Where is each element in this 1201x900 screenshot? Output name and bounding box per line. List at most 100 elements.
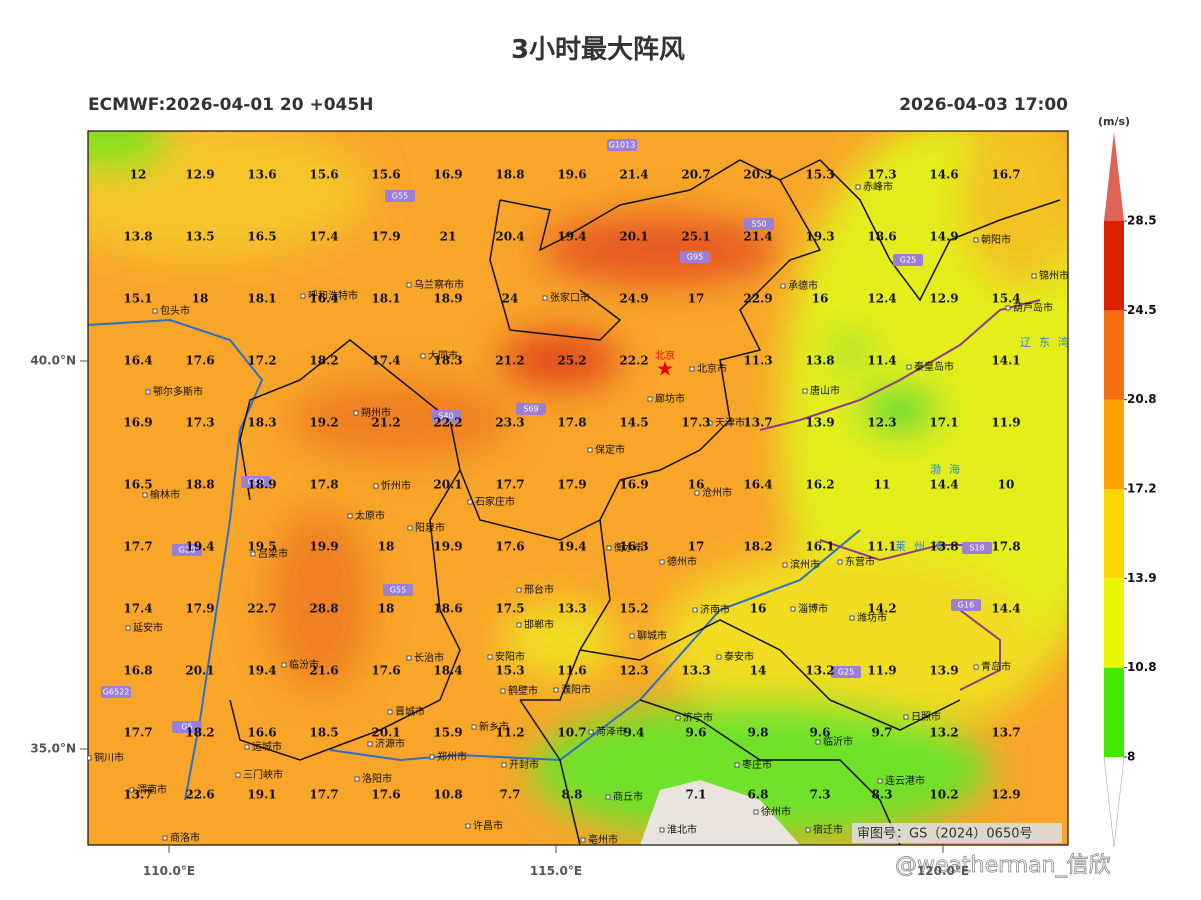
- wind-value: 11.6: [557, 664, 586, 678]
- city-label: 葫芦岛市: [1013, 301, 1053, 314]
- city-marker: [471, 724, 477, 730]
- road-shield: [172, 721, 202, 733]
- road-shield: [680, 251, 710, 263]
- city-marker: [373, 483, 379, 489]
- wind-value: 22.6: [185, 788, 214, 802]
- wind-value: 16.9: [619, 478, 648, 492]
- road-label: G55: [392, 192, 408, 201]
- wind-value: 18.2: [743, 540, 772, 554]
- wind-value: 20.1: [185, 664, 214, 678]
- wind-value: 24.9: [619, 292, 648, 306]
- wind-value: 17.9: [185, 602, 214, 616]
- wind-value: 7.7: [500, 788, 521, 802]
- city-marker: [707, 420, 713, 426]
- city-marker: [606, 545, 612, 551]
- wind-value: 18.5: [309, 726, 338, 740]
- city-label: 朔州市: [361, 406, 391, 419]
- city-marker: [281, 662, 287, 668]
- wind-value: 16.8: [123, 664, 152, 678]
- city-marker: [367, 741, 373, 747]
- city-label: 运城市: [252, 740, 282, 753]
- city-marker: [973, 664, 979, 670]
- city-label: 鄂尔多斯市: [153, 385, 203, 398]
- city-marker: [516, 587, 522, 593]
- city-label: 石家庄市: [475, 495, 515, 508]
- valid-time: 2026-04-03 17:00: [899, 95, 1068, 115]
- road-shield: [516, 403, 546, 415]
- wind-value: 19.9: [433, 540, 462, 554]
- lat-tick-label: 40.0°N: [30, 354, 76, 368]
- city-marker: [790, 606, 796, 612]
- road-label: G5: [181, 723, 192, 732]
- wind-value: 20.7: [681, 168, 710, 182]
- wind-value: 12.9: [185, 168, 214, 182]
- road-label: G20: [179, 546, 195, 555]
- city-label: 张家口市: [550, 291, 590, 304]
- city-label: 唐山市: [810, 384, 840, 397]
- wind-value: 17.7: [495, 478, 524, 492]
- city-marker: [235, 772, 241, 778]
- wind-value: 10: [998, 478, 1015, 492]
- wind-value: 11: [874, 478, 891, 492]
- wind-value: 18.3: [433, 354, 462, 368]
- city-label: 吕梁市: [258, 547, 288, 560]
- city-marker: [692, 607, 698, 613]
- city-label: 聊城市: [637, 629, 667, 642]
- wind-value: 12.9: [991, 788, 1020, 802]
- stamp: 审图号：GS（2024）0650号: [857, 827, 1033, 842]
- wind-value: 18.4: [433, 664, 462, 678]
- city-marker: [780, 283, 786, 289]
- wind-value: 16.2: [805, 478, 834, 492]
- wind-value: 24: [502, 292, 519, 306]
- city-marker: [877, 778, 883, 784]
- wind-value: 17.6: [371, 664, 400, 678]
- city-marker: [162, 835, 168, 841]
- wind-value: 18.1: [371, 292, 400, 306]
- map-frame: [87, 130, 1069, 846]
- colorbar-unit: (m/s): [1098, 115, 1130, 128]
- city-label: 许昌市: [473, 819, 503, 832]
- road-label: G59: [248, 478, 264, 487]
- wind-value: 11.2: [495, 726, 524, 740]
- city-label: 沧州市: [702, 486, 732, 499]
- wind-value: 22.9: [743, 292, 772, 306]
- road-label: G55: [390, 586, 406, 595]
- wind-value: 12.3: [619, 664, 648, 678]
- wind-value: 19.5: [247, 540, 276, 554]
- city-marker: [387, 709, 393, 715]
- wind-value: 25.2: [557, 354, 586, 368]
- city-label: 东营市: [845, 555, 875, 568]
- city-marker: [906, 364, 912, 370]
- city-label: 朝阳市: [981, 233, 1011, 246]
- city-marker: [659, 559, 665, 565]
- road-label: S50: [751, 220, 766, 229]
- city-marker: [250, 551, 256, 557]
- wind-value: 22.2: [433, 416, 462, 430]
- wind-value: 18.6: [433, 602, 462, 616]
- wind-value: 17: [688, 292, 705, 306]
- wind-value: 16: [688, 478, 705, 492]
- city-label: 铜川市: [94, 751, 124, 764]
- city-marker: [734, 762, 740, 768]
- wind-value: 11.4: [867, 354, 896, 368]
- wind-value: 19.3: [805, 230, 834, 244]
- wind-value: 20.1: [371, 726, 400, 740]
- city-marker: [500, 688, 506, 694]
- city-marker: [802, 388, 808, 394]
- road-shield: [101, 686, 131, 698]
- wind-value: 17.7: [123, 726, 152, 740]
- city-label: 赤峰市: [863, 180, 893, 193]
- city-label: 洛阳市: [362, 772, 392, 785]
- city-marker: [300, 293, 306, 299]
- city-label: 秦皇岛市: [914, 360, 954, 373]
- wind-value: 16.1: [805, 540, 834, 554]
- city-label: 青岛市: [981, 660, 1011, 673]
- wind-value: 13.9: [929, 664, 958, 678]
- city-marker: [815, 739, 821, 745]
- wind-value: 13.8: [123, 230, 152, 244]
- city-marker: [407, 525, 413, 531]
- road-shield: [385, 190, 415, 202]
- city-label: 廊坊市: [655, 392, 685, 405]
- wind-value: 13.2: [805, 664, 834, 678]
